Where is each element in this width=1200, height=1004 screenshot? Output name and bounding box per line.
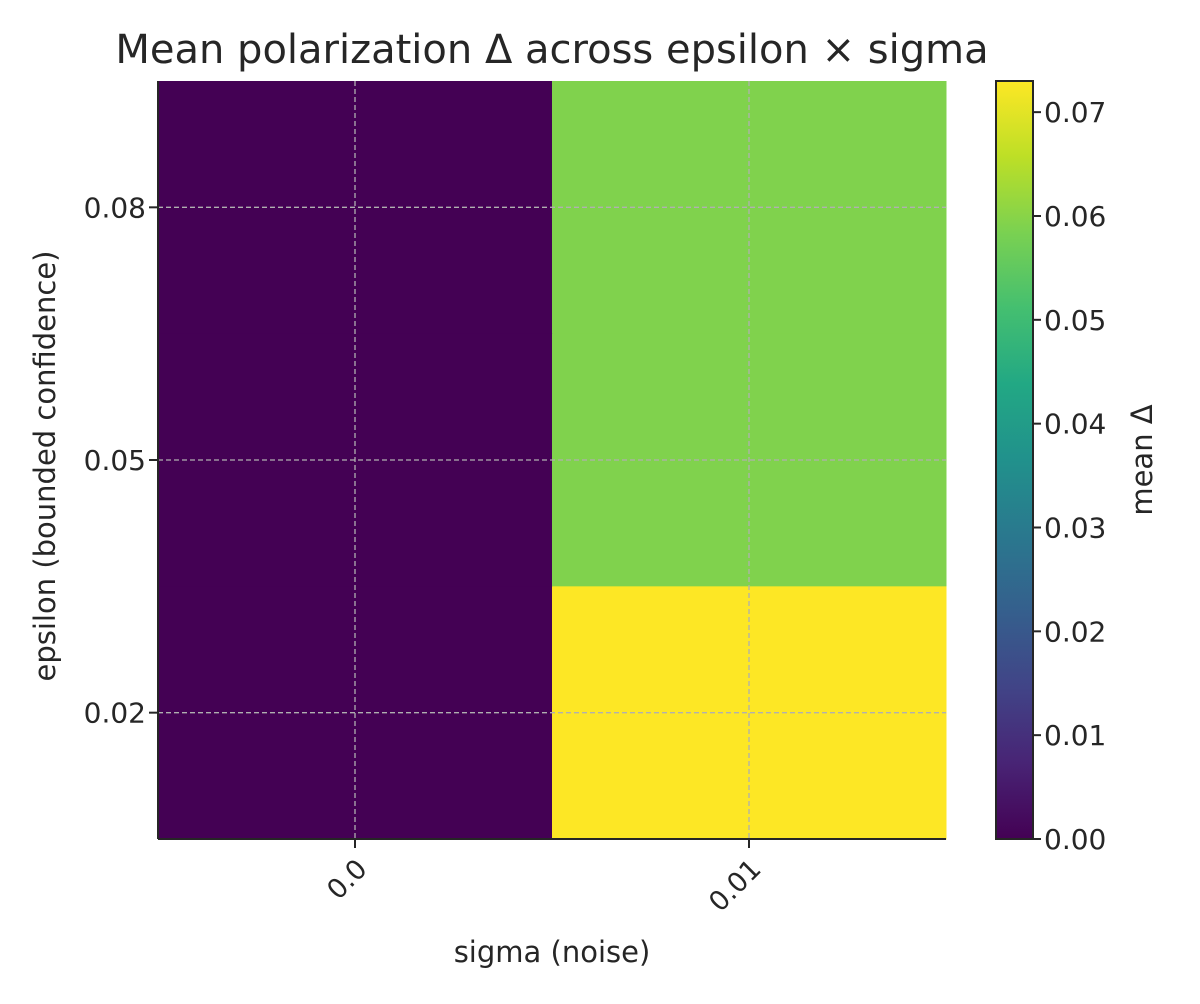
colorbar-tick-label: 0.05: [1044, 304, 1106, 337]
colorbar-label: mean Δ: [1125, 404, 1159, 515]
y-tick-label: 0.08: [84, 191, 146, 224]
x-axis-label: sigma (noise): [454, 935, 651, 969]
colorbar: 0.00 0.01 0.02 0.03 0.04 0.05 0.06 0.07: [995, 80, 1106, 856]
grid-lines: [158, 81, 946, 839]
x-tick-label: 0.01: [703, 854, 767, 918]
colorbar-tick-label: 0.03: [1044, 511, 1106, 544]
y-axis-label: epsilon (bounded confidence): [28, 251, 62, 682]
colorbar-tick-label: 0.06: [1044, 200, 1106, 233]
colorbar-tick-label: 0.04: [1044, 408, 1106, 441]
colorbar-gradient: [995, 80, 1034, 840]
colorbar-tick-label: 0.00: [1044, 823, 1106, 856]
colorbar-tick-label: 0.01: [1044, 719, 1106, 752]
colorbar-tick-label: 0.02: [1044, 615, 1106, 648]
chart-title: Mean polarization Δ across epsilon × sig…: [115, 27, 988, 73]
y-tick-label: 0.05: [84, 444, 146, 477]
x-tick-label: 0.0: [321, 854, 373, 906]
colorbar-tick-label: 0.07: [1044, 96, 1106, 129]
y-tick-label: 0.02: [84, 697, 146, 730]
